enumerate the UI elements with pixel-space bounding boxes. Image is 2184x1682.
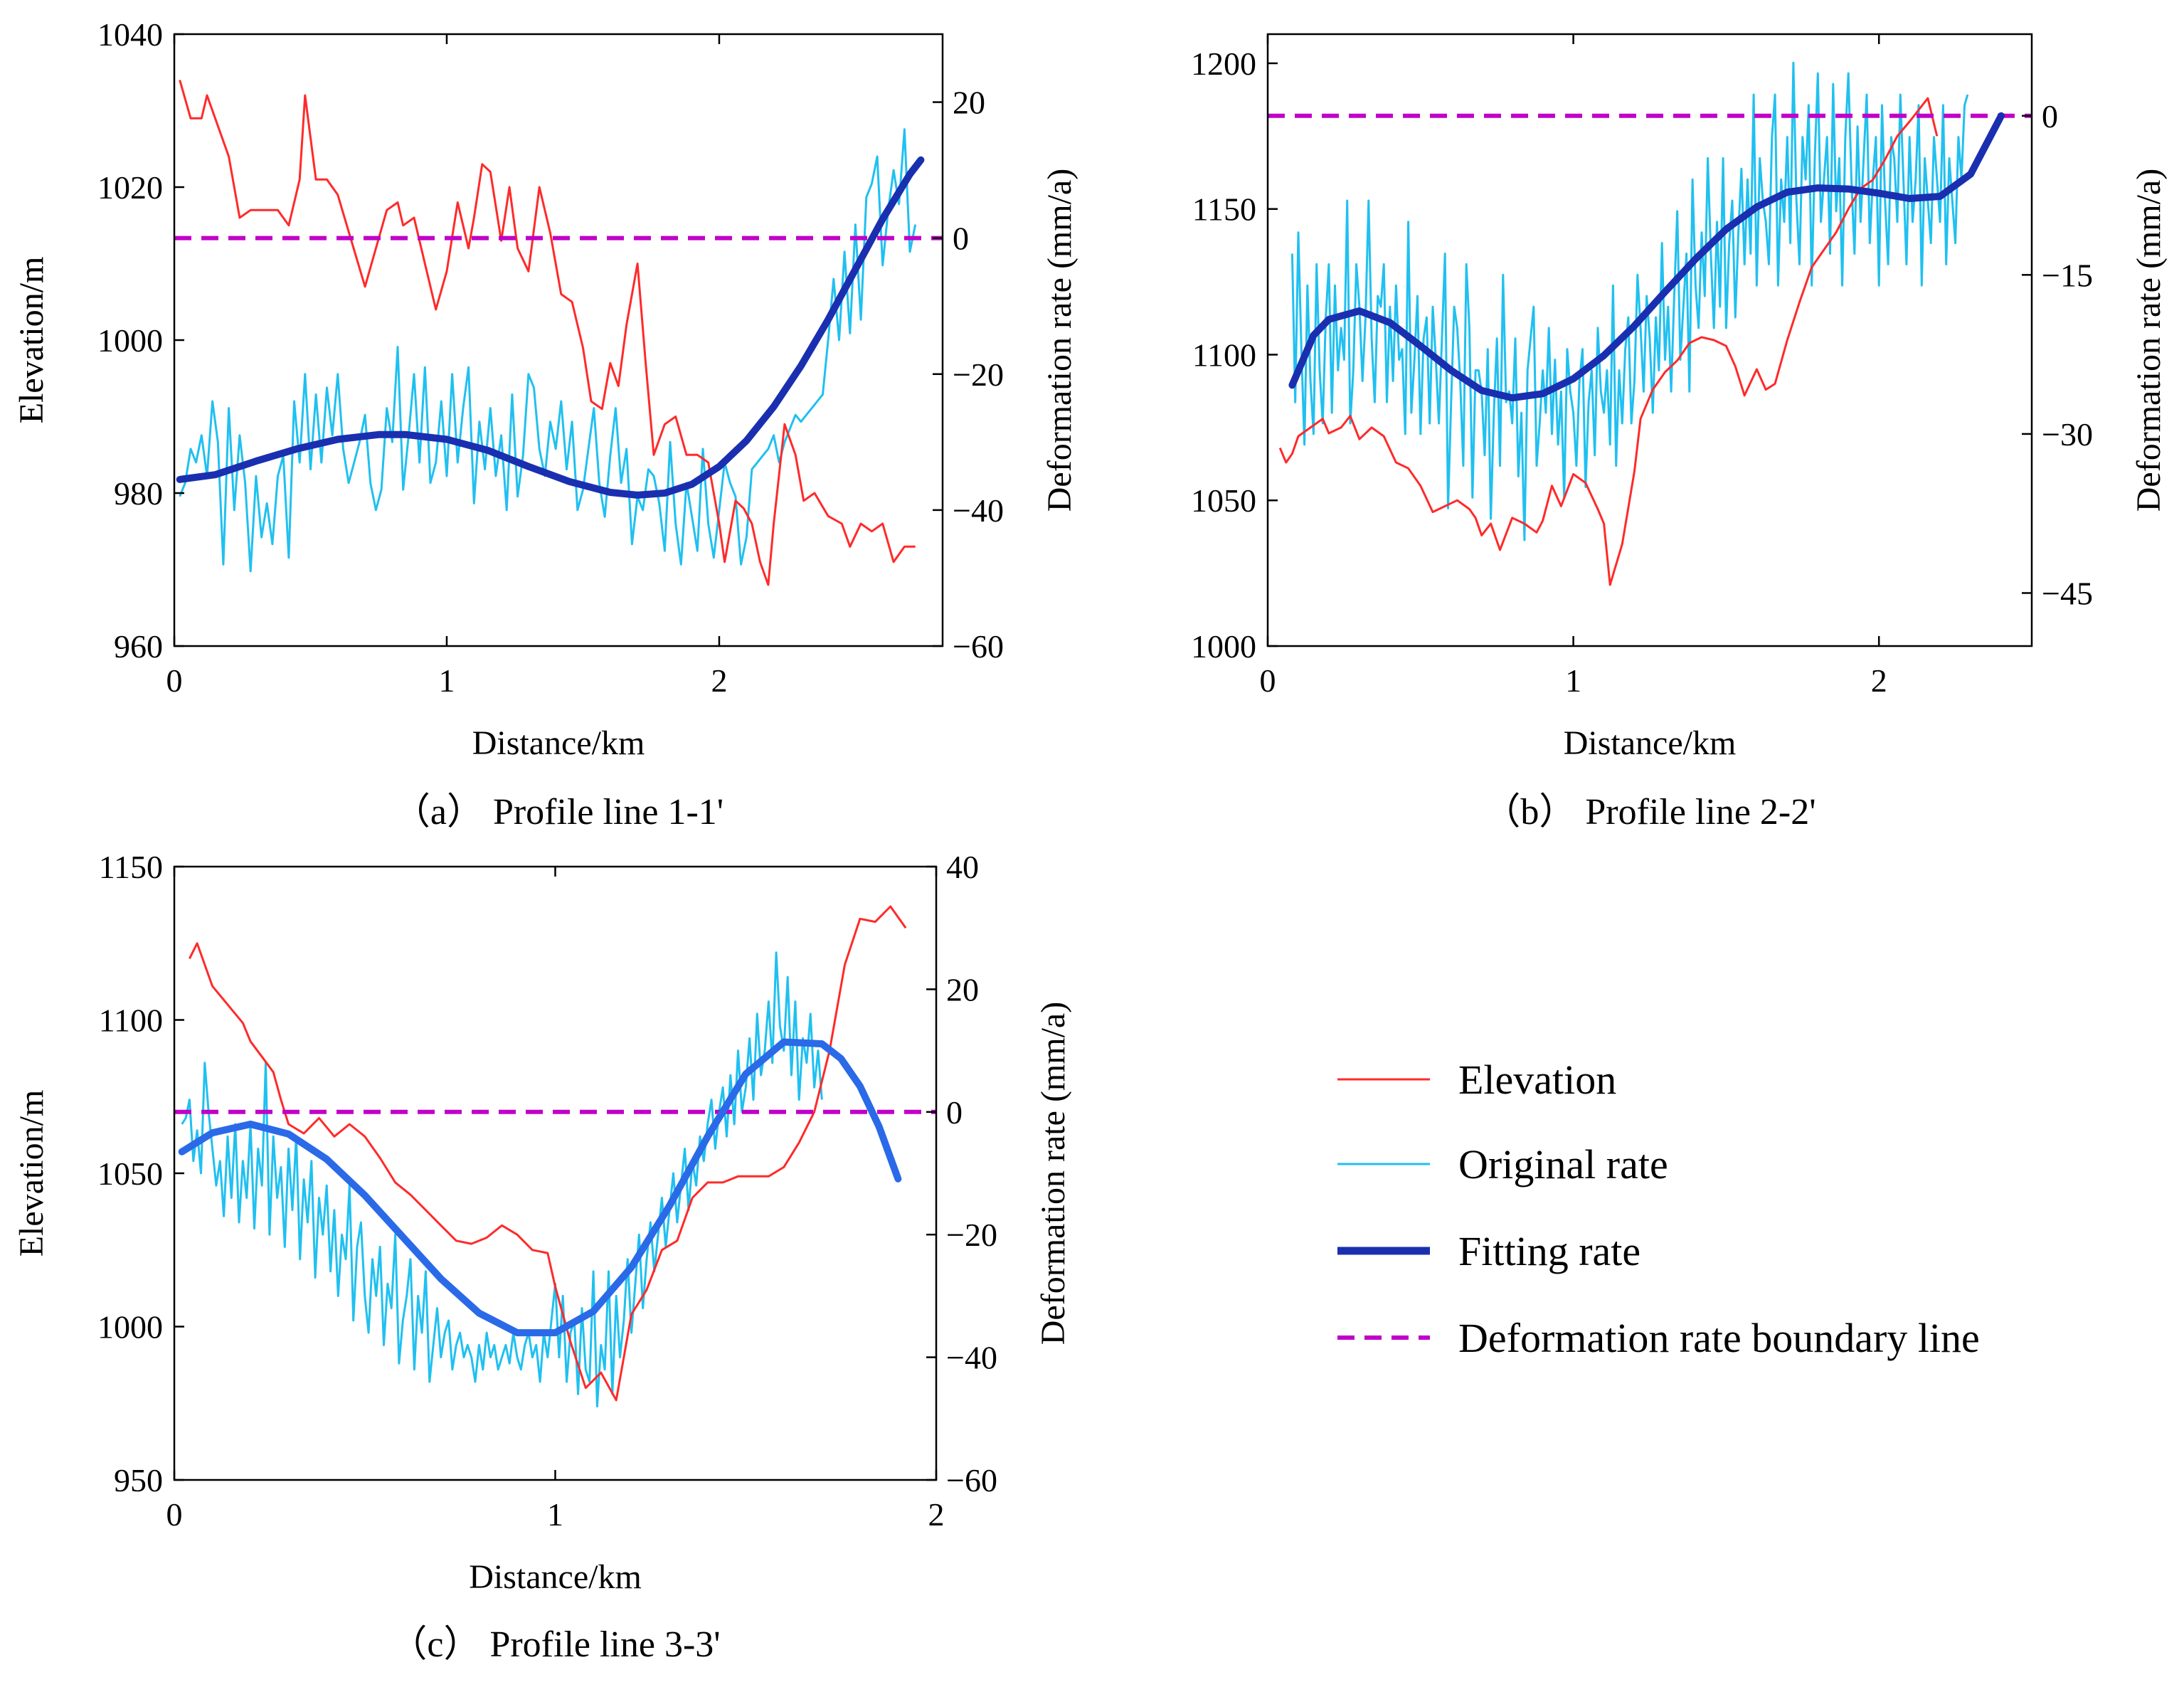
x-axis-label: Distance/km <box>469 1558 642 1596</box>
series-original-rate <box>181 951 823 1408</box>
panel-b-profile-2: 0 1 210001050110011501200−45−30−150Distanc… <box>13 33 2168 832</box>
x-tick-label: 0 <box>166 662 183 699</box>
y-left-tick-label: 980 <box>114 475 163 512</box>
y-left-tick-label: 1200 <box>1191 46 1256 82</box>
x-tick-label: 1 <box>547 1496 563 1533</box>
y-left-axis-label: Elevation/m <box>13 1090 51 1257</box>
series-elevation <box>1278 97 1939 586</box>
x-tick-label: 2 <box>928 1496 945 1533</box>
x-tick-label: 0 <box>1260 662 1276 699</box>
y-right-axis-label: Deformation rate (mm/a) <box>1034 1002 1072 1345</box>
y-left-tick-label: 1050 <box>97 1155 163 1192</box>
y-right-tick-label: −20 <box>953 356 1004 393</box>
y-left-tick-label: 1020 <box>97 169 163 206</box>
panel-caption: （b） Profile line 2-2' <box>1483 792 1815 832</box>
series-original-rate <box>1290 61 1969 541</box>
y-right-tick-label: −20 <box>946 1217 997 1253</box>
x-tick-label: 1 <box>438 662 455 699</box>
y-right-tick-label: 20 <box>953 85 985 121</box>
y-left-tick-label: 1000 <box>1191 628 1256 665</box>
panel-a-profile-1: 0 1 2 960 980 1000 1020 1040 −60 −40 −20 0 20 Distanc… <box>13 16 1078 832</box>
x-axis-label: Distance/km <box>1564 724 1737 762</box>
y-right-tick-label: 0 <box>953 221 969 257</box>
y-right-tick-label: −60 <box>946 1462 997 1498</box>
y-left-tick-label: 960 <box>114 628 163 665</box>
y-left-tick-label: 1050 <box>1191 482 1256 519</box>
y-left-tick-label: 1000 <box>97 1309 163 1345</box>
series-fitting-rate <box>178 1038 902 1337</box>
y-right-tick-label: 40 <box>946 849 979 885</box>
y-left-tick-label: 1150 <box>99 849 163 885</box>
y-left-axis-label: Elevation/m <box>13 257 51 424</box>
y-left-axis-label: Elevation/m <box>13 257 51 424</box>
y-right-tick-label: 0 <box>946 1094 963 1131</box>
panel-c-profile-3: 0 1 2 950 1000 1050 1100 1150 −60 −40 −20 0 20 40 Dist… <box>13 849 1072 1665</box>
series-original-rate <box>179 128 917 573</box>
series-fitting-rate <box>176 156 925 499</box>
y-left-tick-label: 1000 <box>97 322 163 359</box>
y-right-tick-label: −40 <box>946 1340 997 1376</box>
y-left-tick-label: 1150 <box>1192 191 1256 228</box>
y-right-tick-label: −60 <box>953 628 1004 665</box>
y-left-tick-label: 950 <box>114 1462 163 1498</box>
y-right-tick-label: 0 <box>2042 98 2058 134</box>
panel-caption: （a） Profile line 1-1' <box>393 792 723 832</box>
x-tick-label: 2 <box>711 662 727 699</box>
y-left-tick-label: 1100 <box>99 1003 163 1039</box>
y-right-axis-label: Deformation rate (mm/a) <box>2130 169 2168 512</box>
y-right-tick-label: −40 <box>953 492 1004 529</box>
y-right-tick-label: −30 <box>2042 416 2093 453</box>
legend-label-fitting-rate: Fitting rate <box>1458 1228 1640 1274</box>
y-right-tick-label: −45 <box>2042 575 2093 611</box>
legend-label-boundary-line: Deformation rate boundary line <box>1458 1315 1980 1361</box>
x-axis-label: Distance/km <box>472 724 645 762</box>
y-right-tick-label: −15 <box>2042 257 2093 293</box>
x-tick-label: 2 <box>1871 662 1887 699</box>
series-elevation <box>179 80 916 586</box>
x-tick-label: 0 <box>166 1496 183 1533</box>
panel-caption: （c） Profile line 3-3' <box>390 1624 720 1665</box>
legend-label-elevation: Elevation <box>1458 1057 1616 1103</box>
y-right-tick-label: 20 <box>946 971 979 1007</box>
legend-label-original-rate: Original rate <box>1458 1141 1668 1188</box>
legend: Elevation Original rate Fitting rate Def… <box>1337 1057 1980 1361</box>
y-left-tick-label: 1040 <box>97 16 163 53</box>
y-right-axis-label: Deformation rate (mm/a) <box>1041 169 1078 512</box>
x-tick-label: 1 <box>1565 662 1581 699</box>
y-left-tick-label: 1100 <box>1192 337 1256 373</box>
series-elevation <box>189 905 907 1402</box>
plot-frame <box>1266 33 2033 647</box>
series-fitting-rate <box>1288 112 2005 402</box>
